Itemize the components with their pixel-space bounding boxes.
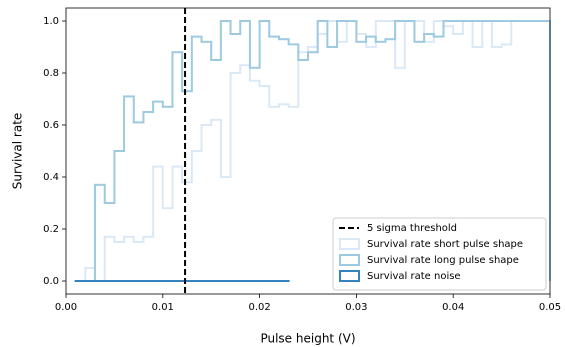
legend-swatch — [339, 270, 360, 282]
y-tick-label: 1.0 — [43, 16, 59, 27]
legend-label: Survival rate long pulse shape — [367, 255, 519, 266]
legend-swatch — [339, 254, 360, 266]
y-tick-label: 0.4 — [43, 172, 59, 183]
plot-frame — [65, 7, 551, 295]
y-tick-label: 0.2 — [43, 224, 59, 235]
x-tick-label: 0.02 — [248, 302, 270, 313]
x-axis-label: Pulse height (V) — [260, 332, 355, 346]
y-tick-label: 0.8 — [43, 68, 59, 79]
legend-box — [332, 217, 547, 291]
legend-swatch — [339, 238, 360, 250]
y-tick-label: 0.6 — [43, 120, 59, 131]
x-tick-label: 0.04 — [442, 302, 464, 313]
y-axis-label: Survival rate — [11, 113, 25, 190]
x-tick-label: 0.01 — [152, 302, 174, 313]
x-tick-label: 0.03 — [345, 302, 367, 313]
x-tick-label: 0.05 — [539, 302, 561, 313]
legend-label: Survival rate short pulse shape — [367, 239, 523, 250]
x-tick-label: 0.00 — [55, 302, 77, 313]
legend-label: 5 sigma threshold — [367, 223, 457, 234]
y-tick-label: 0.0 — [43, 276, 59, 287]
legend-label: Survival rate noise — [367, 271, 461, 282]
